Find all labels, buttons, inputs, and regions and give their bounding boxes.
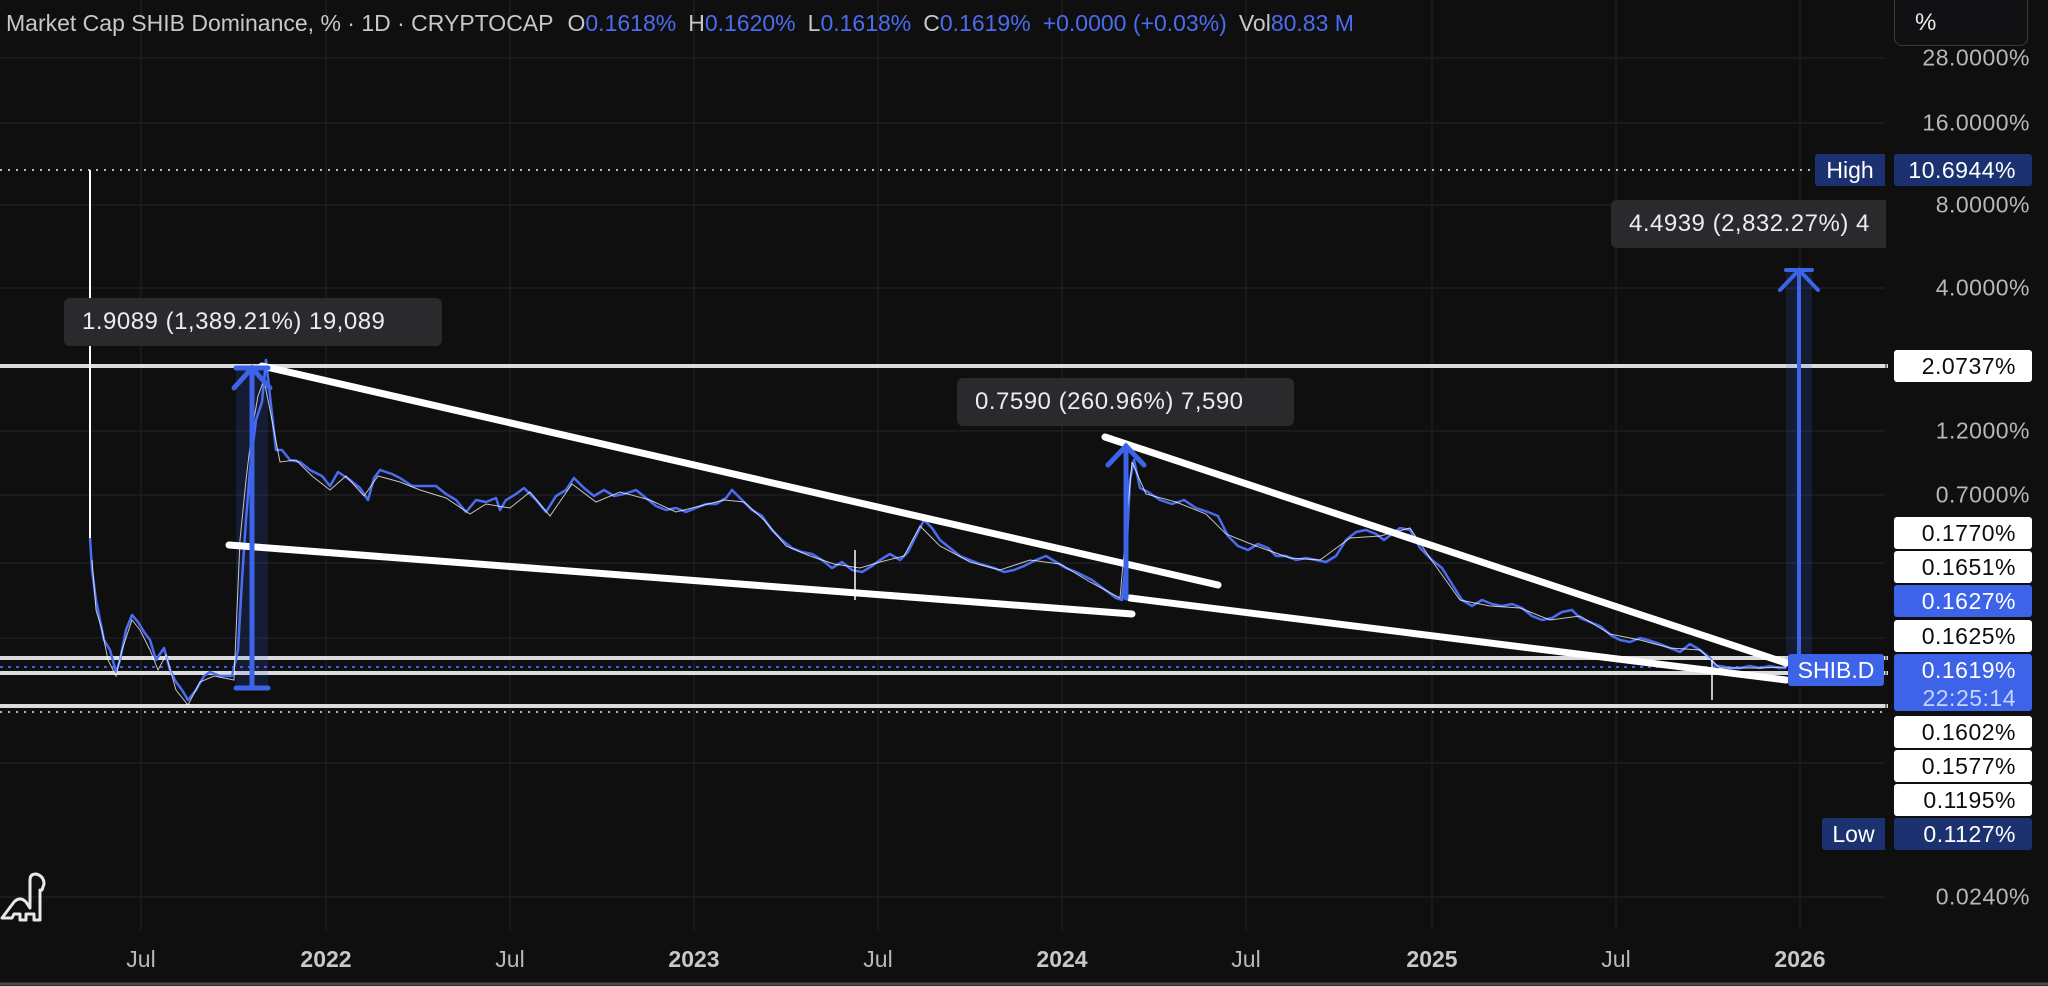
price-tag-0-1195: 0.1195% (1894, 784, 2032, 816)
x-tick-2023: 2023 (668, 946, 720, 972)
x-tick-jul-2023: Jul (863, 946, 893, 972)
measure-label-2[interactable]: 0.7590 (260.96%) 7,590 (957, 378, 1294, 426)
trendline-lower-2 (1126, 594, 1790, 684)
high-price-tag: 10.6944% (1894, 154, 2032, 186)
close-key: C (923, 9, 940, 36)
x-tick-jul-2021: Jul (126, 946, 156, 972)
symbol-side-label: SHIB.D (1788, 654, 1884, 686)
open-value: 0.1618% (585, 9, 677, 36)
chart-legend-header: Market Cap SHIB Dominance, % · 1D · CRYP… (6, 6, 1354, 40)
y-tick-28: 28.0000% (1922, 44, 2030, 71)
price-tag-0-1625: 0.1625% (1894, 620, 2032, 652)
last-price-tag: 0.1619% (1894, 654, 2032, 686)
grid (0, 0, 1885, 930)
low-side-label: Low (1822, 818, 1885, 850)
volume-key: Vol (1238, 9, 1271, 36)
volume-value: 80.83 M (1270, 9, 1354, 36)
measure-arrow-2 (1105, 442, 1147, 601)
y-tick-0-7: 0.7000% (1935, 481, 2030, 508)
high-value: 0.1620% (704, 9, 796, 36)
change-value: +0.0000 (+0.03%) (1042, 9, 1227, 36)
trendlines (225, 362, 1790, 684)
y-tick-1-2: 1.2000% (1935, 417, 2030, 444)
y-tick-4: 4.0000% (1935, 274, 2030, 301)
x-tick-2024: 2024 (1036, 946, 1088, 972)
high-key: H (688, 9, 705, 36)
dinosaur-logo-icon[interactable] (0, 872, 50, 928)
measure-label-3[interactable]: 4.4939 (2,832.27%) 4 (1611, 200, 1886, 248)
y-tick-8: 8.0000% (1935, 191, 2030, 218)
trendline-upper-1 (258, 362, 1222, 589)
trendline-lower-1 (225, 541, 1136, 618)
y-tick-0-024: 0.0240% (1935, 883, 2030, 910)
high-side-label: High (1815, 154, 1885, 186)
unit-label: % (1915, 8, 1937, 36)
measure-arrow-3 (1778, 267, 1820, 670)
trendline-upper-2 (1101, 433, 1790, 667)
x-tick-2025: 2025 (1406, 946, 1458, 972)
measure-label-1[interactable]: 1.9089 (1,389.21%) 19,089 (64, 298, 442, 346)
low-key: L (807, 9, 821, 36)
low-value: 0.1618% (820, 9, 912, 36)
price-tag-0-1602: 0.1602% (1894, 716, 2032, 748)
price-tag-0-1770: 0.1770% (1894, 517, 2032, 549)
x-tick-2022: 2022 (300, 946, 352, 972)
scale-unit-button[interactable]: % (1894, 0, 2028, 46)
symbol-title[interactable]: Market Cap SHIB Dominance, % · 1D · CRYP… (6, 9, 554, 36)
x-tick-jul-2022: Jul (495, 946, 525, 972)
bar-countdown-tag: 22:25:14 (1894, 685, 2032, 711)
price-tag-0-1651: 0.1651% (1894, 551, 2032, 583)
price-tag-2-0737: 2.0737% (1894, 350, 2032, 382)
measure-arrow-1 (231, 364, 273, 691)
close-value: 0.1619% (939, 9, 1031, 36)
x-tick-jul-2024: Jul (1231, 946, 1261, 972)
x-tick-jul-2025: Jul (1601, 946, 1631, 972)
price-line (88, 358, 1786, 702)
open-key: O (567, 9, 586, 36)
low-price-tag: 0.1127% (1894, 818, 2032, 850)
y-tick-16: 16.0000% (1922, 109, 2030, 136)
x-tick-2026: 2026 (1774, 946, 1826, 972)
price-tag-0-1577: 0.1577% (1894, 750, 2032, 782)
price-tag-0-1627: 0.1627% (1894, 585, 2032, 617)
